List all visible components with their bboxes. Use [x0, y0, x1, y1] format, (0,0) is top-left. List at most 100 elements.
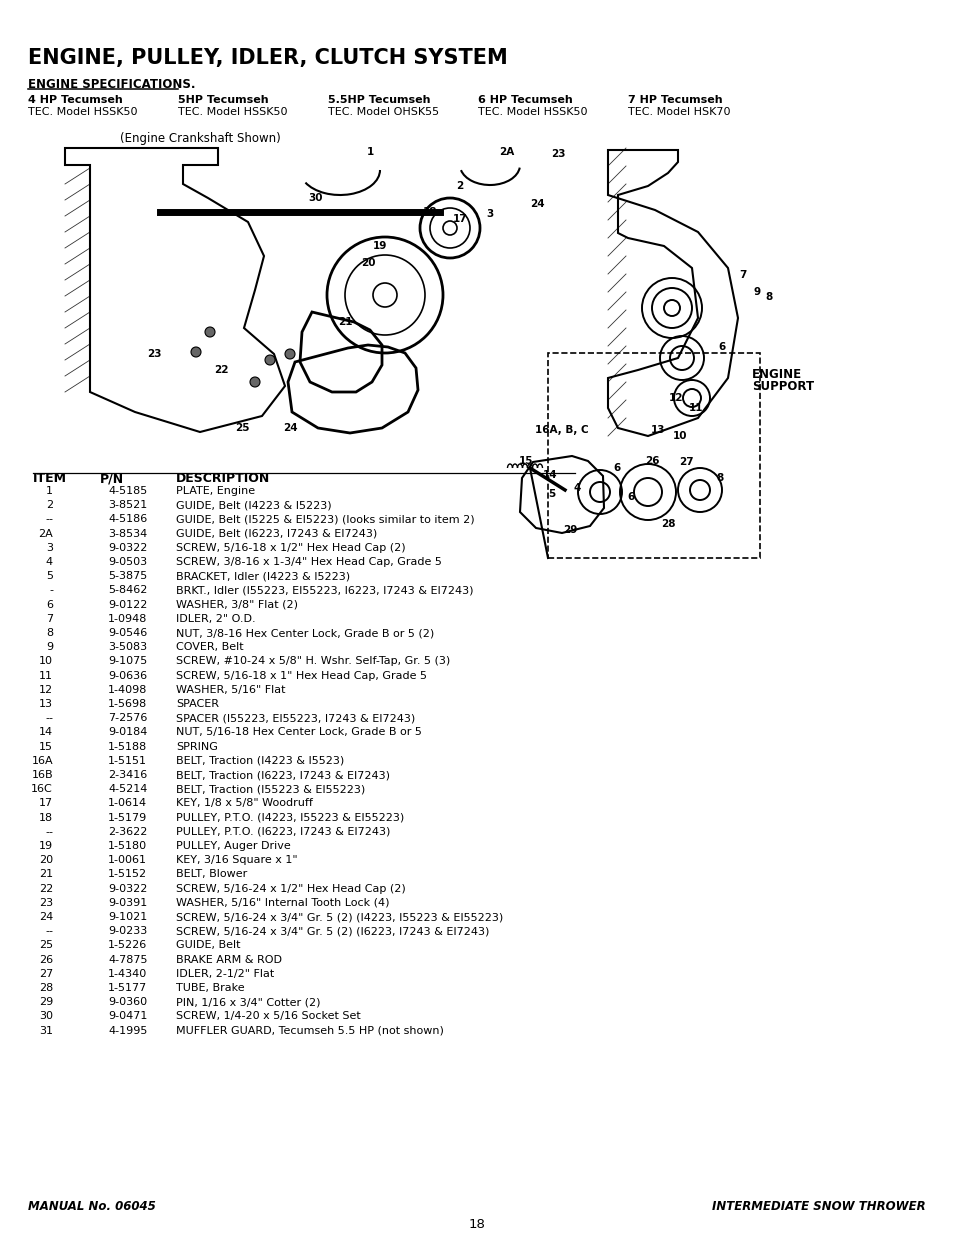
Text: PLATE, Engine: PLATE, Engine	[175, 487, 254, 496]
Text: SPRING: SPRING	[175, 741, 217, 752]
Text: --: --	[45, 515, 53, 525]
Text: 7: 7	[739, 270, 746, 280]
Text: 3-8521: 3-8521	[108, 500, 147, 510]
Text: 8: 8	[764, 291, 772, 303]
Text: WASHER, 5/16" Flat: WASHER, 5/16" Flat	[175, 684, 285, 695]
Text: 5HP Tecumseh: 5HP Tecumseh	[178, 95, 269, 105]
Text: GUIDE, Belt (I5225 & EI5223) (looks similar to item 2): GUIDE, Belt (I5225 & EI5223) (looks simi…	[175, 515, 475, 525]
Text: SUPPORT: SUPPORT	[751, 380, 813, 393]
Circle shape	[205, 327, 214, 337]
Text: 12: 12	[668, 393, 682, 403]
Text: SCREW, 1/4-20 x 5/16 Socket Set: SCREW, 1/4-20 x 5/16 Socket Set	[175, 1011, 360, 1021]
Text: 1-5151: 1-5151	[108, 756, 147, 766]
Text: 10: 10	[39, 656, 53, 667]
Text: 19: 19	[373, 241, 387, 251]
Text: TUBE, Brake: TUBE, Brake	[175, 983, 244, 993]
Text: TEC. Model HSK70: TEC. Model HSK70	[627, 107, 730, 117]
Text: 14: 14	[542, 471, 557, 480]
Text: 14: 14	[39, 727, 53, 737]
Text: 16A: 16A	[31, 756, 53, 766]
Text: 5-8462: 5-8462	[108, 585, 147, 595]
Text: 5: 5	[548, 489, 555, 499]
Text: 6: 6	[718, 342, 725, 352]
Text: 1-5180: 1-5180	[108, 841, 147, 851]
Text: 5-3875: 5-3875	[108, 572, 147, 582]
Text: 1-5226: 1-5226	[108, 940, 147, 951]
Text: 9: 9	[753, 287, 760, 296]
Text: SCREW, 5/16-24 x 3/4" Gr. 5 (2) (I6223, I7243 & EI7243): SCREW, 5/16-24 x 3/4" Gr. 5 (2) (I6223, …	[175, 926, 489, 936]
Text: TEC. Model HSSK50: TEC. Model HSSK50	[477, 107, 587, 117]
Text: 9-1021: 9-1021	[108, 911, 147, 923]
Text: TEC. Model OHSK55: TEC. Model OHSK55	[328, 107, 438, 117]
Text: 4: 4	[573, 483, 580, 493]
Text: SCREW, 5/16-18 x 1/2" Hex Head Cap (2): SCREW, 5/16-18 x 1/2" Hex Head Cap (2)	[175, 543, 405, 553]
Text: SCREW, 5/16-24 x 1/2" Hex Head Cap (2): SCREW, 5/16-24 x 1/2" Hex Head Cap (2)	[175, 883, 405, 894]
Text: 15: 15	[518, 456, 533, 466]
Text: 4 HP Tecumseh: 4 HP Tecumseh	[28, 95, 123, 105]
Text: 17: 17	[453, 214, 467, 224]
Text: 9-0471: 9-0471	[108, 1011, 147, 1021]
Text: WASHER, 5/16" Internal Tooth Lock (4): WASHER, 5/16" Internal Tooth Lock (4)	[175, 898, 389, 908]
Text: 22: 22	[39, 883, 53, 894]
Text: 28: 28	[660, 519, 675, 529]
Text: PULLEY, Auger Drive: PULLEY, Auger Drive	[175, 841, 291, 851]
Text: 27: 27	[39, 968, 53, 979]
Text: 2-3416: 2-3416	[108, 769, 147, 781]
Text: 19: 19	[39, 841, 53, 851]
Text: 1: 1	[366, 147, 374, 157]
Text: WASHER, 3/8" Flat (2): WASHER, 3/8" Flat (2)	[175, 600, 297, 610]
Text: KEY, 3/16 Square x 1": KEY, 3/16 Square x 1"	[175, 855, 297, 866]
Text: 9-1075: 9-1075	[108, 656, 147, 667]
Text: 30: 30	[39, 1011, 53, 1021]
Text: 29: 29	[39, 997, 53, 1008]
Text: 15: 15	[39, 741, 53, 752]
Text: 6: 6	[627, 492, 634, 501]
Text: 20: 20	[360, 258, 375, 268]
Text: IDLER, 2" O.D.: IDLER, 2" O.D.	[175, 614, 255, 624]
Text: 25: 25	[234, 424, 249, 433]
Text: 2: 2	[456, 182, 463, 191]
Text: BELT, Traction (I6223, I7243 & EI7243): BELT, Traction (I6223, I7243 & EI7243)	[175, 769, 390, 781]
Text: ENGINE: ENGINE	[751, 368, 801, 382]
Text: BELT, Traction (I4223 & I5523): BELT, Traction (I4223 & I5523)	[175, 756, 344, 766]
Text: ENGINE, PULLEY, IDLER, CLUTCH SYSTEM: ENGINE, PULLEY, IDLER, CLUTCH SYSTEM	[28, 48, 507, 68]
Text: 25: 25	[39, 940, 53, 951]
Text: 3: 3	[46, 543, 53, 553]
Text: 6: 6	[613, 463, 620, 473]
Text: TEC. Model HSSK50: TEC. Model HSSK50	[28, 107, 137, 117]
Text: DESCRIPTION: DESCRIPTION	[175, 472, 270, 485]
Text: 28: 28	[39, 983, 53, 993]
Text: --: --	[45, 826, 53, 837]
Text: 1-5177: 1-5177	[108, 983, 147, 993]
Text: 16A, B, C: 16A, B, C	[535, 425, 588, 435]
Text: TEC. Model HSSK50: TEC. Model HSSK50	[178, 107, 287, 117]
Text: 26: 26	[644, 456, 659, 466]
Text: 7: 7	[46, 614, 53, 624]
Text: 9-0391: 9-0391	[108, 898, 147, 908]
Circle shape	[285, 350, 294, 359]
Text: 18: 18	[468, 1218, 485, 1231]
Text: ENGINE SPECIFICATIONS.: ENGINE SPECIFICATIONS.	[28, 78, 195, 91]
Text: SCREW, #10-24 x 5/8" H. Wshr. Self-Tap, Gr. 5 (3): SCREW, #10-24 x 5/8" H. Wshr. Self-Tap, …	[175, 656, 450, 667]
Text: 11: 11	[688, 403, 702, 412]
Text: 3: 3	[486, 209, 493, 219]
Text: 13: 13	[39, 699, 53, 709]
Text: 23: 23	[39, 898, 53, 908]
Text: 2A: 2A	[498, 147, 514, 157]
Text: 11: 11	[39, 671, 53, 680]
Text: MANUAL No. 06045: MANUAL No. 06045	[28, 1200, 155, 1213]
Text: PULLEY, P.T.O. (I4223, I55223 & EI55223): PULLEY, P.T.O. (I4223, I55223 & EI55223)	[175, 813, 404, 823]
Text: 9-0503: 9-0503	[108, 557, 147, 567]
Text: ITEM: ITEM	[33, 472, 67, 485]
Text: 6: 6	[46, 600, 53, 610]
Text: 9-0546: 9-0546	[108, 629, 147, 638]
Text: 1-0061: 1-0061	[108, 855, 147, 866]
Text: KEY, 1/8 x 5/8" Woodruff: KEY, 1/8 x 5/8" Woodruff	[175, 798, 313, 809]
Text: 2A: 2A	[38, 529, 53, 538]
Text: 18: 18	[39, 813, 53, 823]
Text: 23: 23	[147, 350, 161, 359]
Text: 24: 24	[282, 424, 297, 433]
Circle shape	[250, 377, 260, 387]
Text: GUIDE, Belt (I4223 & I5223): GUIDE, Belt (I4223 & I5223)	[175, 500, 332, 510]
Text: 1-0948: 1-0948	[108, 614, 147, 624]
